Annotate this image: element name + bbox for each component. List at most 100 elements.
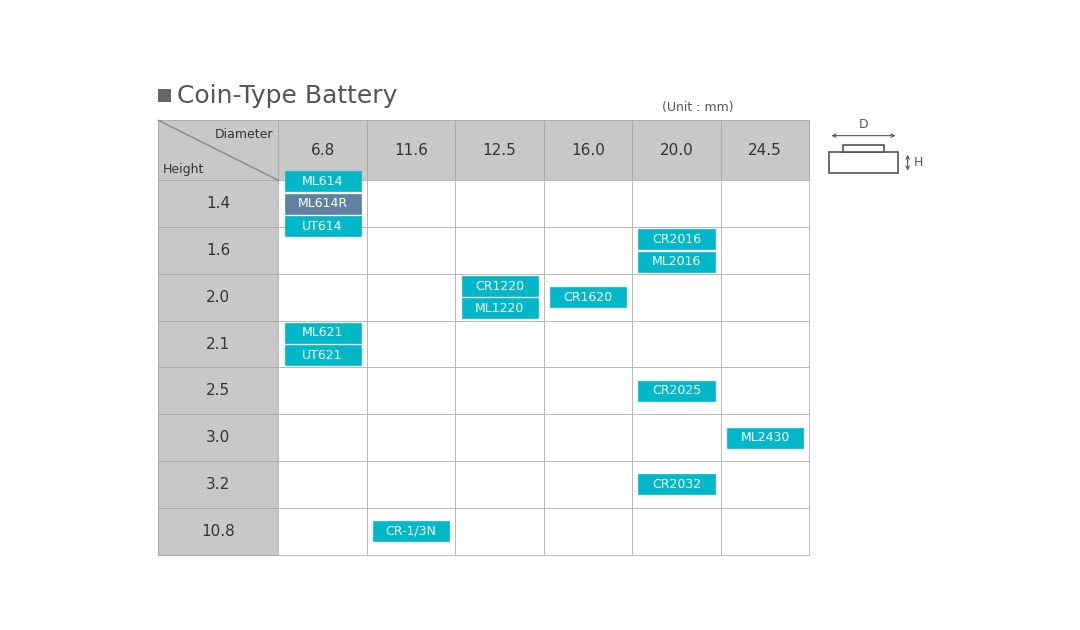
Bar [159,461,279,508]
Bar [544,321,632,367]
Bar [367,508,456,554]
Bar [284,323,361,343]
Bar [720,321,809,367]
Bar [159,89,171,102]
Text: 12.5: 12.5 [483,143,516,158]
Bar [367,274,456,321]
Text: CR2032: CR2032 [652,478,701,491]
Bar [632,508,720,554]
Bar [367,321,456,367]
Text: (Unit : mm): (Unit : mm) [662,101,733,115]
Bar [544,274,632,321]
Bar [159,120,279,180]
Bar [279,508,367,554]
Bar [544,367,632,414]
Text: Diameter: Diameter [215,128,273,141]
Bar [367,414,456,461]
Bar [279,180,367,227]
Text: 1.6: 1.6 [206,243,230,258]
Bar [367,120,456,180]
Text: 1.4: 1.4 [206,196,230,211]
Bar [632,227,720,274]
Bar [720,367,809,414]
Bar [284,345,361,365]
Bar [544,508,632,554]
Bar [456,461,544,508]
Text: ML1220: ML1220 [475,302,524,315]
Text: 2.5: 2.5 [206,383,230,398]
Text: CR-1/3N: CR-1/3N [386,525,436,537]
Bar [544,461,632,508]
Bar [159,367,279,414]
Bar [632,180,720,227]
Bar [284,193,361,214]
Bar [456,508,544,554]
Bar [828,152,899,173]
Bar [720,180,809,227]
Text: CR2025: CR2025 [652,384,701,398]
Text: ML614: ML614 [302,175,343,188]
Bar [632,120,720,180]
Bar [720,508,809,554]
Text: 3.0: 3.0 [206,430,230,445]
Bar [720,227,809,274]
Bar [456,414,544,461]
Text: Coin-Type Battery: Coin-Type Battery [177,84,397,108]
Text: CR1220: CR1220 [475,280,524,292]
Bar [638,474,715,495]
Text: CR2016: CR2016 [652,233,701,246]
Bar [159,180,279,227]
Bar [367,367,456,414]
Bar [456,274,544,321]
Bar [456,120,544,180]
Text: CR1620: CR1620 [564,291,612,304]
Bar [456,367,544,414]
Bar [159,274,279,321]
Bar [279,321,367,367]
Text: H: H [914,156,923,169]
Bar [284,171,361,192]
Bar [544,180,632,227]
Bar [544,120,632,180]
Bar [632,321,720,367]
Bar [279,414,367,461]
Bar [367,461,456,508]
Text: UT614: UT614 [302,219,342,232]
Bar [279,367,367,414]
Bar [720,461,809,508]
Bar [632,414,720,461]
Text: 6.8: 6.8 [310,143,335,158]
Bar [544,227,632,274]
Bar [279,274,367,321]
Bar [727,428,804,447]
Text: 2.0: 2.0 [206,290,230,305]
Bar [720,414,809,461]
Bar [632,461,720,508]
Text: 2.1: 2.1 [206,336,230,352]
Bar [284,216,361,236]
Bar [159,508,279,554]
Bar [279,120,367,180]
Bar [456,180,544,227]
Bar [367,180,456,227]
Bar [720,274,809,321]
Bar [720,120,809,180]
Bar [638,381,715,401]
Bar [550,287,626,307]
Text: ML621: ML621 [302,326,343,340]
Bar [461,276,538,296]
Bar [632,367,720,414]
Bar [638,229,715,249]
Text: D: D [859,118,868,131]
Bar [159,321,279,367]
Bar [373,521,449,541]
Bar [544,414,632,461]
Text: 10.8: 10.8 [202,524,235,539]
Text: 24.5: 24.5 [748,143,782,158]
Text: UT621: UT621 [302,349,342,362]
Text: ML2430: ML2430 [740,431,789,444]
Text: Height: Height [163,163,204,176]
Text: ML614R: ML614R [298,197,348,210]
Bar [367,227,456,274]
Bar [279,227,367,274]
